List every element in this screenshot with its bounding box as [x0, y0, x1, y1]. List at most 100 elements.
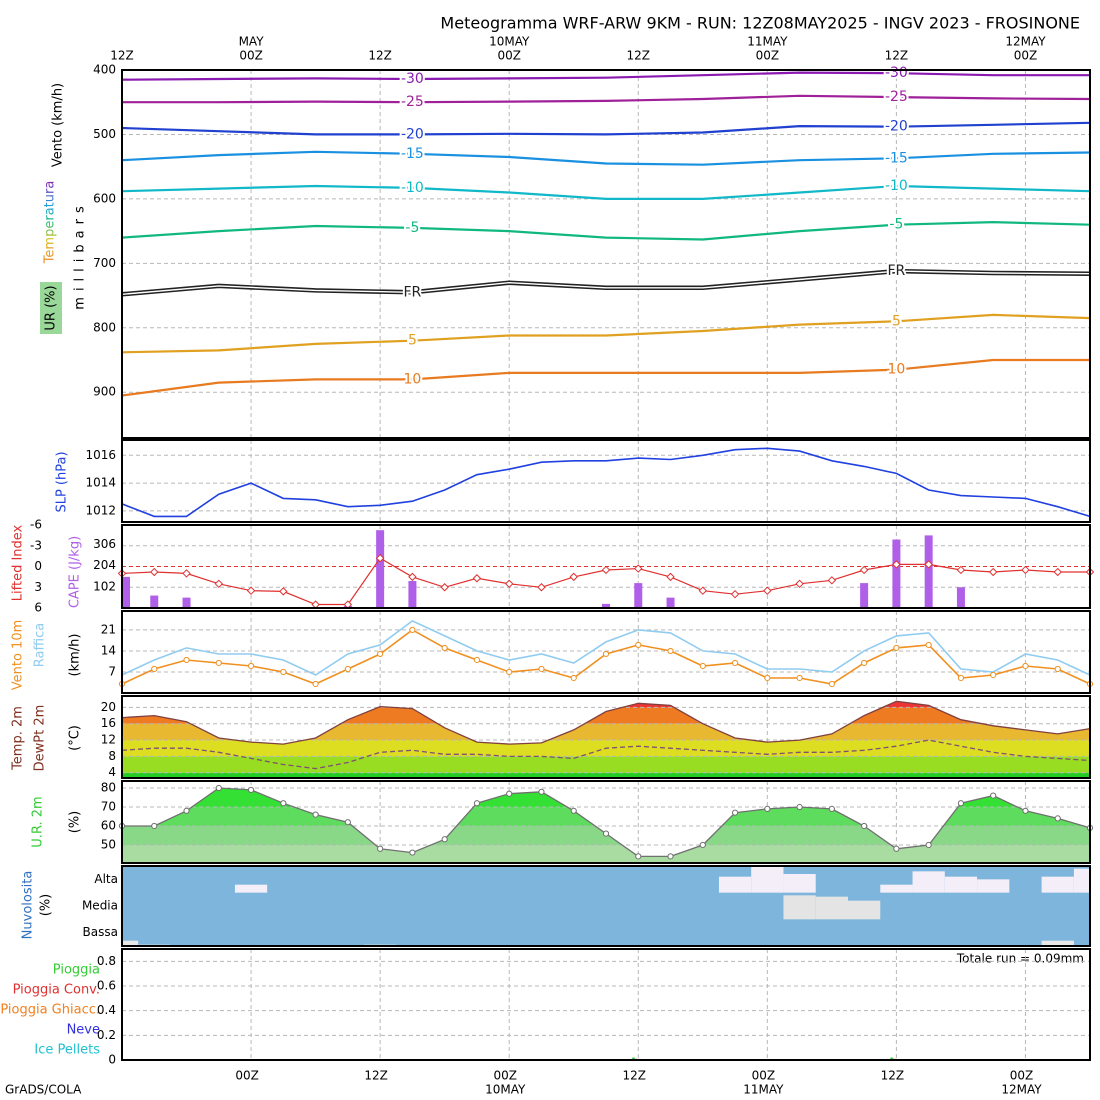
axis-label: Raffica [33, 623, 48, 667]
isotherm [121, 184, 1091, 200]
marker [537, 583, 546, 592]
top-hour-label: 00Z [756, 49, 780, 63]
axis-label: CAPE (J/kg) [68, 536, 83, 608]
marker [667, 853, 674, 860]
bar [408, 581, 417, 608]
marker [440, 583, 449, 592]
isotherm-label: -5 [889, 217, 903, 233]
cloud-cover [234, 884, 268, 893]
bottom-date-label: 11MAY [743, 1083, 784, 1097]
top-date-label: MAY [239, 35, 265, 49]
isotherm-label: 5 [408, 333, 417, 349]
marker [441, 644, 448, 652]
layer-label: Alta [94, 872, 118, 886]
cloud-cover [122, 940, 139, 946]
marker [988, 567, 998, 577]
y-tick-label: 900 [93, 385, 116, 399]
marker [312, 811, 319, 818]
axis-label: millibars [73, 200, 88, 309]
y-tick-label: -3 [30, 538, 42, 552]
marker [151, 822, 158, 830]
cloud-cover [848, 900, 881, 920]
axis-label: Lifted Index [11, 524, 26, 601]
marker [699, 662, 706, 670]
marker [570, 807, 577, 814]
bottom-hour-label: 00Z [493, 1069, 517, 1083]
axis-label: Temp. 2m [11, 706, 26, 771]
marker [990, 671, 997, 679]
marker [602, 830, 610, 837]
marker [215, 659, 222, 667]
cloud-cover [783, 895, 816, 920]
isotherm-label: -20 [401, 126, 424, 142]
area-band [122, 788, 1090, 789]
legend-label: Neve [67, 1023, 100, 1038]
marker [538, 788, 545, 795]
marker [377, 650, 384, 658]
cloud-cover [880, 884, 913, 893]
bottom-hour-label: 12Z [623, 1069, 647, 1083]
isotherm-label: FR [888, 263, 906, 279]
isotherm [122, 94, 1091, 104]
panel-frame [121, 865, 1091, 947]
marker [893, 644, 900, 652]
marker [312, 680, 319, 688]
area-band [122, 788, 1090, 808]
isotherm-label: 10 [403, 371, 421, 387]
y-tick-label: 600 [93, 191, 116, 205]
marker [859, 565, 869, 575]
isotherm-label: 5 [892, 313, 901, 329]
marker [183, 807, 190, 814]
y-tick-label: 1014 [85, 476, 116, 490]
marker [506, 668, 513, 676]
top-hour-label: 12Z [885, 49, 909, 63]
top-hour-label: 12Z [110, 49, 134, 63]
marker [247, 786, 255, 794]
marker [990, 792, 997, 799]
area-band [122, 772, 1090, 778]
marker [957, 800, 965, 807]
cloud-cover [783, 874, 816, 893]
label-swatch [40, 282, 62, 334]
isotherm [121, 220, 1091, 241]
legend-label: Ice Pellets [34, 1043, 100, 1058]
y-tick-label: 1012 [85, 503, 116, 517]
isotherm-label: -25 [885, 89, 908, 105]
marker [699, 841, 706, 849]
top-hour-label: 00Z [497, 49, 521, 63]
marker [861, 822, 868, 830]
bottom-date-label: 10MAY [485, 1083, 526, 1097]
marker [1053, 567, 1062, 577]
cloud-cover [1073, 868, 1090, 893]
bottom-date-label: 12MAY [1001, 1083, 1042, 1097]
isotherm-label: -20 [885, 119, 908, 135]
top-date-label: 12MAY [1005, 35, 1046, 49]
top-hour-label: 12Z [368, 49, 392, 63]
marker [279, 587, 288, 596]
bar [924, 535, 933, 608]
marker [796, 674, 803, 682]
cloud-cover [751, 866, 784, 893]
marker [634, 564, 643, 573]
marker [344, 665, 351, 673]
area-band [122, 723, 1090, 741]
y-tick-label: 400 [93, 63, 116, 77]
cloud-cover [977, 879, 1010, 893]
marker [601, 565, 611, 575]
y-tick-label: 12 [101, 733, 116, 747]
bar [182, 597, 191, 608]
legend-label: Pioggia Conv. [13, 983, 100, 998]
area-band [122, 844, 1090, 863]
cloud-cover [912, 871, 945, 893]
top-hour-label: 00Z [239, 49, 263, 63]
marker [731, 659, 739, 667]
marker [828, 805, 835, 813]
y-tick-label: 0 [108, 1053, 116, 1067]
marker [570, 674, 577, 682]
marker [602, 650, 610, 658]
top-hour-label: 00Z [1014, 49, 1038, 63]
top-hour-label: 12Z [627, 49, 651, 63]
marker [861, 659, 868, 667]
isotherm [121, 71, 1090, 81]
